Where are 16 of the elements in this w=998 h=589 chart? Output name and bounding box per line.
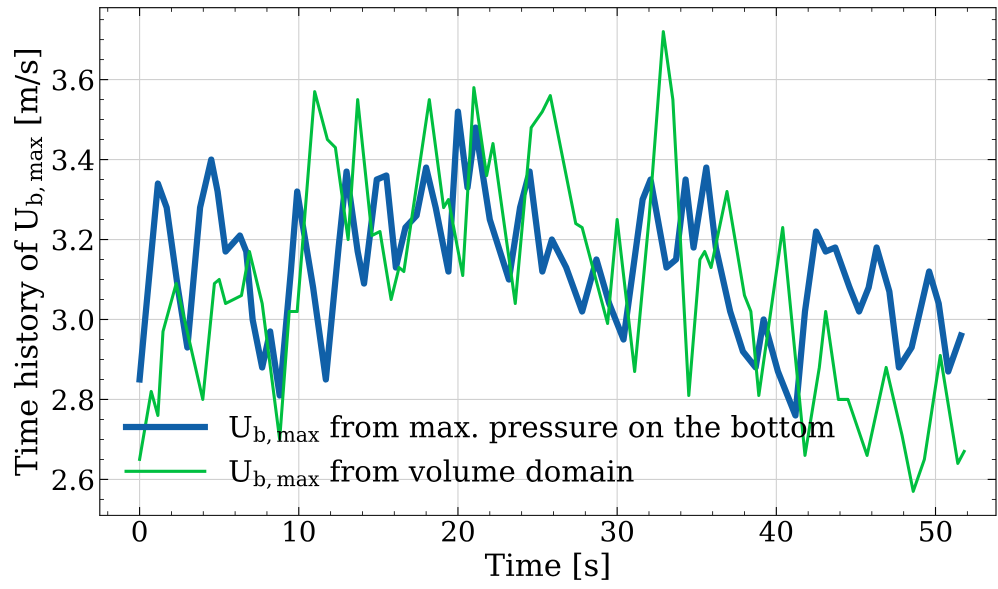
legend-label: U$_{b,max}$ from volume domain (230, 459, 634, 489)
y-tick-label: 3.2 (52, 229, 92, 250)
y-tick-label: 2.8 (52, 389, 94, 410)
y-tick-label: 3.6 (52, 70, 94, 91)
x-tick-label: 20 (442, 520, 474, 542)
line-series (138, 30, 966, 493)
x-tick-label: 10 (284, 520, 315, 542)
y-tick-label: 3.4 (52, 150, 94, 171)
x-tick-label: 50 (920, 520, 952, 542)
x-tick-label: 0 (132, 520, 147, 542)
y-tick-label: 2.6 (52, 469, 94, 490)
x-tick-label: 40 (760, 520, 792, 542)
x-tick-label: 30 (602, 520, 633, 542)
y-axis-title: Time history of U$_{b,max}$ [m/s] (14, 50, 45, 476)
x-axis-title: Time [s] (484, 552, 608, 580)
y-tick-label: 3.0 (52, 309, 94, 330)
